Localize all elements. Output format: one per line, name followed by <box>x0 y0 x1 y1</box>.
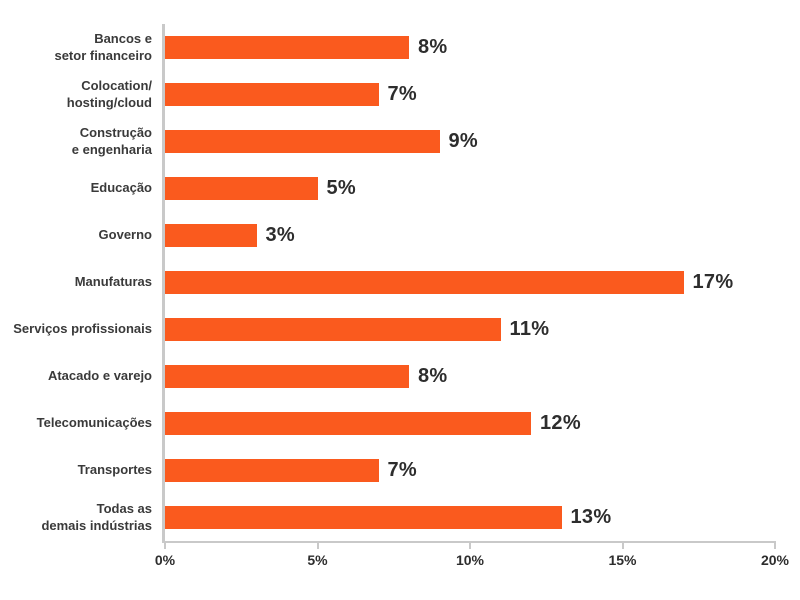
value-label: 7% <box>387 459 418 481</box>
bar <box>165 130 440 153</box>
bar <box>165 271 684 294</box>
bar-chart: Bancos e setor financeiro 8% Colocation/ h… <box>0 24 789 571</box>
x-axis-tick-label: 20% <box>760 552 790 568</box>
bar-track: 8% <box>162 24 775 71</box>
bar <box>165 36 409 59</box>
x-axis-tick <box>621 541 624 549</box>
x-axis <box>0 541 776 549</box>
bar-track: 8% <box>162 353 775 400</box>
bar <box>165 318 501 341</box>
bar-row: Telecomunicações 12% <box>0 400 775 447</box>
value-label: 8% <box>418 365 448 387</box>
bar <box>165 412 531 435</box>
bar-row: Atacado e varejo 8% <box>0 353 775 400</box>
x-axis-tick <box>469 541 471 549</box>
bar <box>165 83 379 106</box>
x-axis-tick-label: 10% <box>455 552 485 568</box>
bar-track: 7% <box>162 447 775 494</box>
bar-row: Todas as demais indústrias 13% <box>0 494 775 541</box>
category-label: Serviços profissionais <box>13 321 152 337</box>
bar-row: Serviços profissionais 11% <box>0 306 775 353</box>
bar-track: 5% <box>162 165 775 212</box>
bar <box>165 459 379 482</box>
bar-track: 17% <box>162 259 775 306</box>
category-label: Governo <box>98 227 152 243</box>
value-label: 12% <box>540 412 581 434</box>
x-axis-tick <box>164 541 166 549</box>
value-label: 8% <box>418 36 448 58</box>
bar-row: Bancos e setor financeiro 8% <box>0 24 775 71</box>
value-label: 5% <box>326 177 357 199</box>
category-label: Educação <box>90 180 152 196</box>
x-axis-labels-row: 0% 5% 10% 15% 20% <box>0 543 789 571</box>
value-label: 3% <box>265 224 296 246</box>
bar-track: 12% <box>162 400 775 447</box>
x-axis-tick-label: 15% <box>608 552 637 568</box>
value-label: 11% <box>509 318 550 340</box>
value-label: 7% <box>387 83 418 105</box>
category-label: Telecomunicações <box>36 415 152 431</box>
category-label: Transportes <box>77 462 152 478</box>
bar-row: Construção e engenharia 9% <box>0 118 775 165</box>
bar-track: 9% <box>162 118 775 165</box>
x-axis-tick-label: 5% <box>307 552 328 568</box>
value-label: 9% <box>448 130 479 152</box>
category-label: Construção e engenharia <box>71 124 152 157</box>
bar <box>165 224 257 247</box>
bar-row: Manufaturas 17% <box>0 259 775 306</box>
category-label: Bancos e setor financeiro <box>54 30 152 63</box>
bar-track: 13% <box>162 494 775 541</box>
value-label: 17% <box>692 271 734 293</box>
bar-track: 11% <box>162 306 775 353</box>
bar-row: Governo 3% <box>0 212 775 259</box>
category-label: Atacado e varejo <box>47 368 152 384</box>
bar-row: Colocation/ hosting/cloud 7% <box>0 71 775 118</box>
bar-rows: Bancos e setor financeiro 8% Colocation/ h… <box>0 24 775 541</box>
value-label: 13% <box>570 506 612 528</box>
bar-row: Transportes 7% <box>0 447 775 494</box>
bar <box>165 177 318 200</box>
category-label: Colocation/ hosting/cloud <box>66 77 152 110</box>
category-label: Manufaturas <box>74 274 152 290</box>
bar <box>165 506 562 529</box>
x-axis-tick <box>316 541 319 549</box>
bar-track: 3% <box>162 212 775 259</box>
x-axis-line <box>162 541 776 549</box>
axis-spacer <box>0 543 162 571</box>
category-label: Todas as demais indústrias <box>41 500 152 533</box>
bar <box>165 365 409 388</box>
x-axis-tick-labels: 0% 5% 10% 15% 20% <box>155 543 789 571</box>
bar-row: Educação 5% <box>0 165 775 212</box>
x-axis-tick-label: 0% <box>154 552 176 568</box>
bar-track: 7% <box>162 71 775 118</box>
x-axis-tick <box>774 541 776 549</box>
